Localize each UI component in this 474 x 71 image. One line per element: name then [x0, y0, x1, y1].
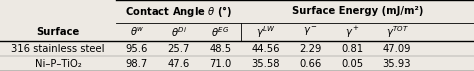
Text: 95.6: 95.6 — [126, 44, 148, 54]
Text: 2.29: 2.29 — [299, 44, 322, 54]
Text: 98.7: 98.7 — [126, 59, 148, 69]
Text: 44.56: 44.56 — [251, 44, 280, 54]
Text: $\theta^w$: $\theta^w$ — [130, 26, 144, 38]
Text: 48.5: 48.5 — [210, 44, 231, 54]
Text: $\theta^{Di}$: $\theta^{Di}$ — [171, 25, 187, 39]
Text: Contact Angle $\theta$ (°): Contact Angle $\theta$ (°) — [125, 4, 232, 19]
Text: 35.93: 35.93 — [383, 59, 411, 69]
Text: 25.7: 25.7 — [167, 44, 190, 54]
Text: 47.6: 47.6 — [168, 59, 190, 69]
Text: 0.05: 0.05 — [341, 59, 363, 69]
Text: $\gamma^{LW}$: $\gamma^{LW}$ — [255, 24, 275, 40]
Text: $\gamma^-$: $\gamma^-$ — [303, 25, 318, 38]
Text: 47.09: 47.09 — [383, 44, 411, 54]
Text: 71.0: 71.0 — [210, 59, 231, 69]
Text: 0.66: 0.66 — [300, 59, 321, 69]
Text: 0.81: 0.81 — [341, 44, 363, 54]
Text: Ni–P–TiO₂: Ni–P–TiO₂ — [35, 59, 82, 69]
Text: 316 stainless steel: 316 stainless steel — [11, 44, 105, 54]
Text: $\gamma^{TOT}$: $\gamma^{TOT}$ — [385, 24, 409, 40]
Text: Surface: Surface — [36, 27, 80, 37]
Text: Surface Energy (mJ/m²): Surface Energy (mJ/m²) — [292, 6, 423, 16]
Text: $\gamma^+$: $\gamma^+$ — [345, 24, 360, 39]
Text: $\theta^{EG}$: $\theta^{EG}$ — [211, 25, 229, 39]
Text: 35.58: 35.58 — [251, 59, 280, 69]
